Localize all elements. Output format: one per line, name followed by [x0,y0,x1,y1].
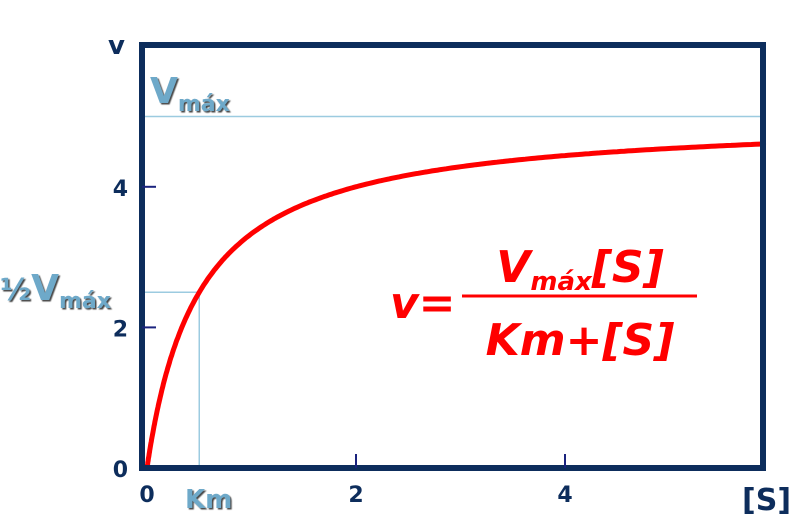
y-axis-title: v [108,31,125,61]
y-tick-label: 2 [113,317,128,342]
km-label: Km [185,485,232,515]
formula-annotation: v= Vmáx[S] Km+[S] [390,242,697,366]
x-tick-label: 2 [348,483,363,508]
vmax-label: Vmáx [150,71,230,117]
half-vmax-label: ½Vmáx [0,268,111,314]
formula-denominator: Km+[S] [486,315,675,366]
y-tick-label: 0 [113,458,128,483]
reference-lines [142,115,763,468]
x-tick-label: 0 [139,483,154,508]
plot-frame [139,42,766,471]
series-curve [144,141,767,471]
formula-numerator: Vmáx[S] [496,242,663,297]
y-tick-label: 4 [113,177,128,202]
x-axis-title: [S] [742,483,791,518]
x-tick-label: 4 [557,483,572,508]
axis-ticks: 0 2 4 0 2 4 [113,177,573,508]
formula-lhs: v= [390,278,456,329]
